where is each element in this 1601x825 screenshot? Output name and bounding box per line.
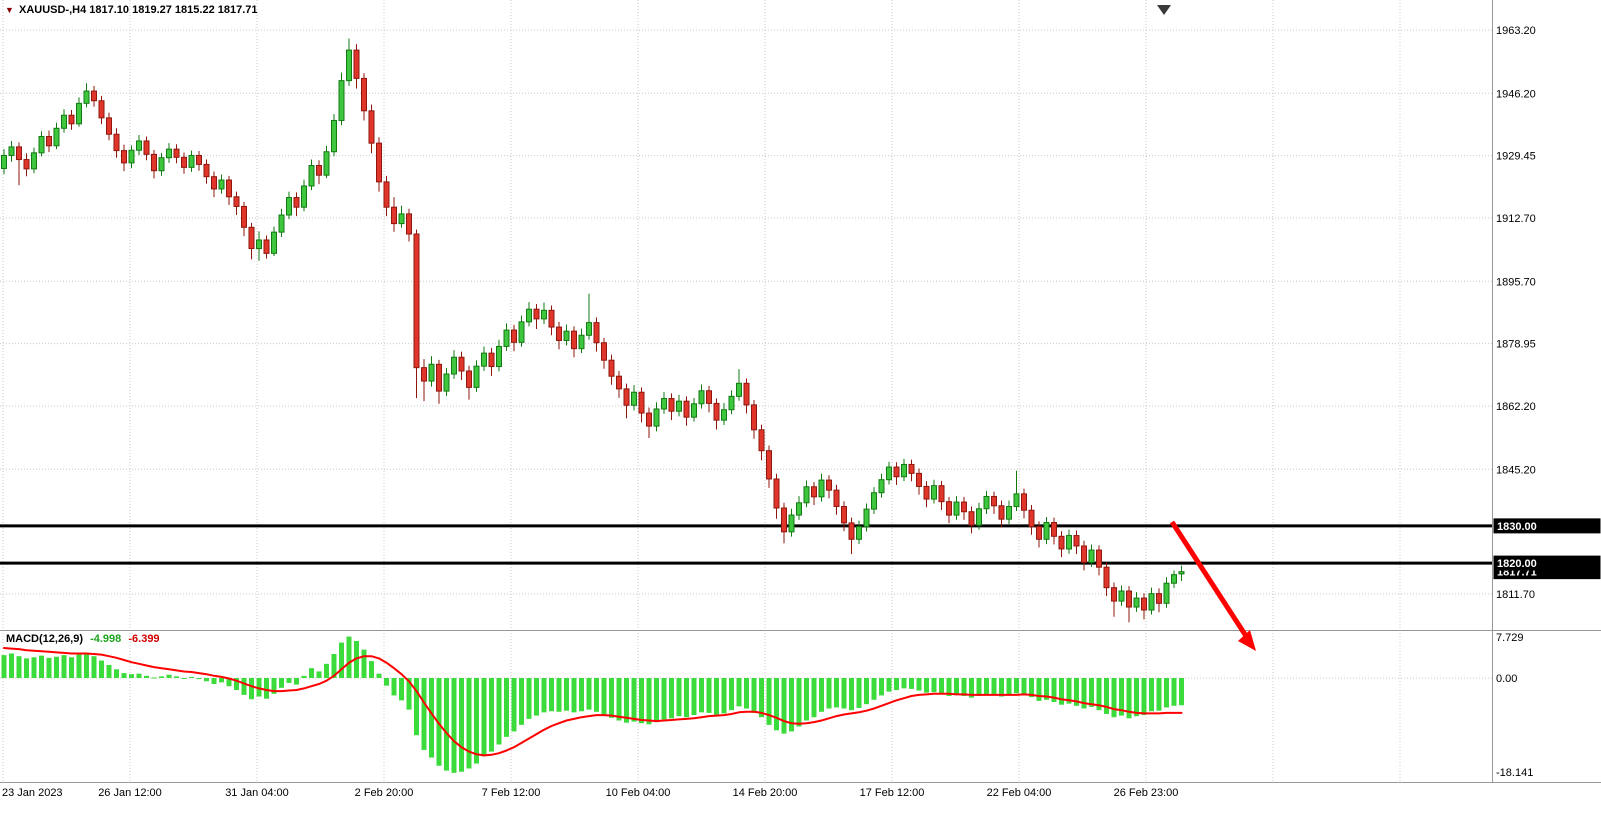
time-tick-label: 23 Jan 2023 <box>2 787 63 799</box>
price-tick-label: 1929.45 <box>1496 151 1536 163</box>
time-tick-label: 31 Jan 04:00 <box>225 787 289 799</box>
time-tick-label: 22 Feb 04:00 <box>987 787 1052 799</box>
macd-histogram <box>1 636 1184 773</box>
price-tick-label: 1845.20 <box>1496 464 1536 476</box>
price-tick-label: 1895.70 <box>1496 276 1536 288</box>
symbol-ohlc-info[interactable]: ▼ XAUUSD-,H4 1817.10 1819.27 1815.22 181… <box>5 4 258 16</box>
time-tick-label: 2 Feb 20:00 <box>355 787 414 799</box>
trend-arrow[interactable] <box>1169 520 1256 651</box>
time-tick-label: 17 Feb 12:00 <box>860 787 925 799</box>
price-tick-label: 1862.20 <box>1496 401 1536 413</box>
macd-axis[interactable]: 7.729 0.00 -18.141 <box>1496 632 1533 779</box>
horizontal-level-lines[interactable] <box>0 524 1492 565</box>
price-tick-label: 1963.20 <box>1496 25 1536 37</box>
macd-tick-label: 0.00 <box>1496 673 1517 685</box>
chart-shift-marker-icon[interactable] <box>1157 5 1171 15</box>
macd-signal-line <box>3 647 1183 757</box>
ohlc-values: 1817.10 1819.27 1815.22 1817.71 <box>89 4 258 16</box>
macd-tick-label: 7.729 <box>1496 632 1524 644</box>
price-tick-label: 1811.70 <box>1496 589 1535 601</box>
macd-indicator-label: MACD(12,26,9) -4.998 -6.399 <box>6 633 160 645</box>
level-badge-1820.00 <box>1493 555 1601 571</box>
panel-separators <box>0 0 1601 783</box>
macd-tick-label: -18.141 <box>1496 767 1533 779</box>
level-badge-1830.00 <box>1493 518 1601 534</box>
level-badge-1830.00-label: 1830.00 <box>1497 521 1537 533</box>
time-axis[interactable]: 23 Jan 2023 26 Jan 12:00 31 Jan 04:00 2 Feb… <box>2 787 1178 799</box>
price-tick-label: 1946.20 <box>1496 88 1536 100</box>
time-tick-label: 26 Feb 23:00 <box>1114 787 1179 799</box>
price-tick-label: 1878.95 <box>1496 339 1536 351</box>
time-tick-label: 10 Feb 04:00 <box>606 787 671 799</box>
price-axis[interactable]: 1963.20 1946.20 1929.45 1912.70 1895.70 1878.… <box>1493 25 1601 601</box>
symbol-dropdown-icon: ▼ <box>5 5 14 15</box>
gridlines <box>0 0 1492 782</box>
macd-signal-value: -6.399 <box>128 633 160 645</box>
candlesticks <box>1 38 1185 623</box>
time-tick-label: 14 Feb 20:00 <box>733 787 798 799</box>
macd-name: MACD(12,26,9) <box>6 633 84 645</box>
macd-main-value: -4.998 <box>90 633 122 645</box>
trend-arrow-head <box>1238 630 1256 651</box>
time-tick-label: 7 Feb 12:00 <box>482 787 541 799</box>
price-tick-label: 1912.70 <box>1496 213 1536 225</box>
symbol-timeframe-label: XAUUSD-,H4 <box>18 4 87 16</box>
level-badge-1820.00-label: 1820.00 <box>1497 558 1537 570</box>
time-tick-label: 26 Jan 12:00 <box>98 787 162 799</box>
